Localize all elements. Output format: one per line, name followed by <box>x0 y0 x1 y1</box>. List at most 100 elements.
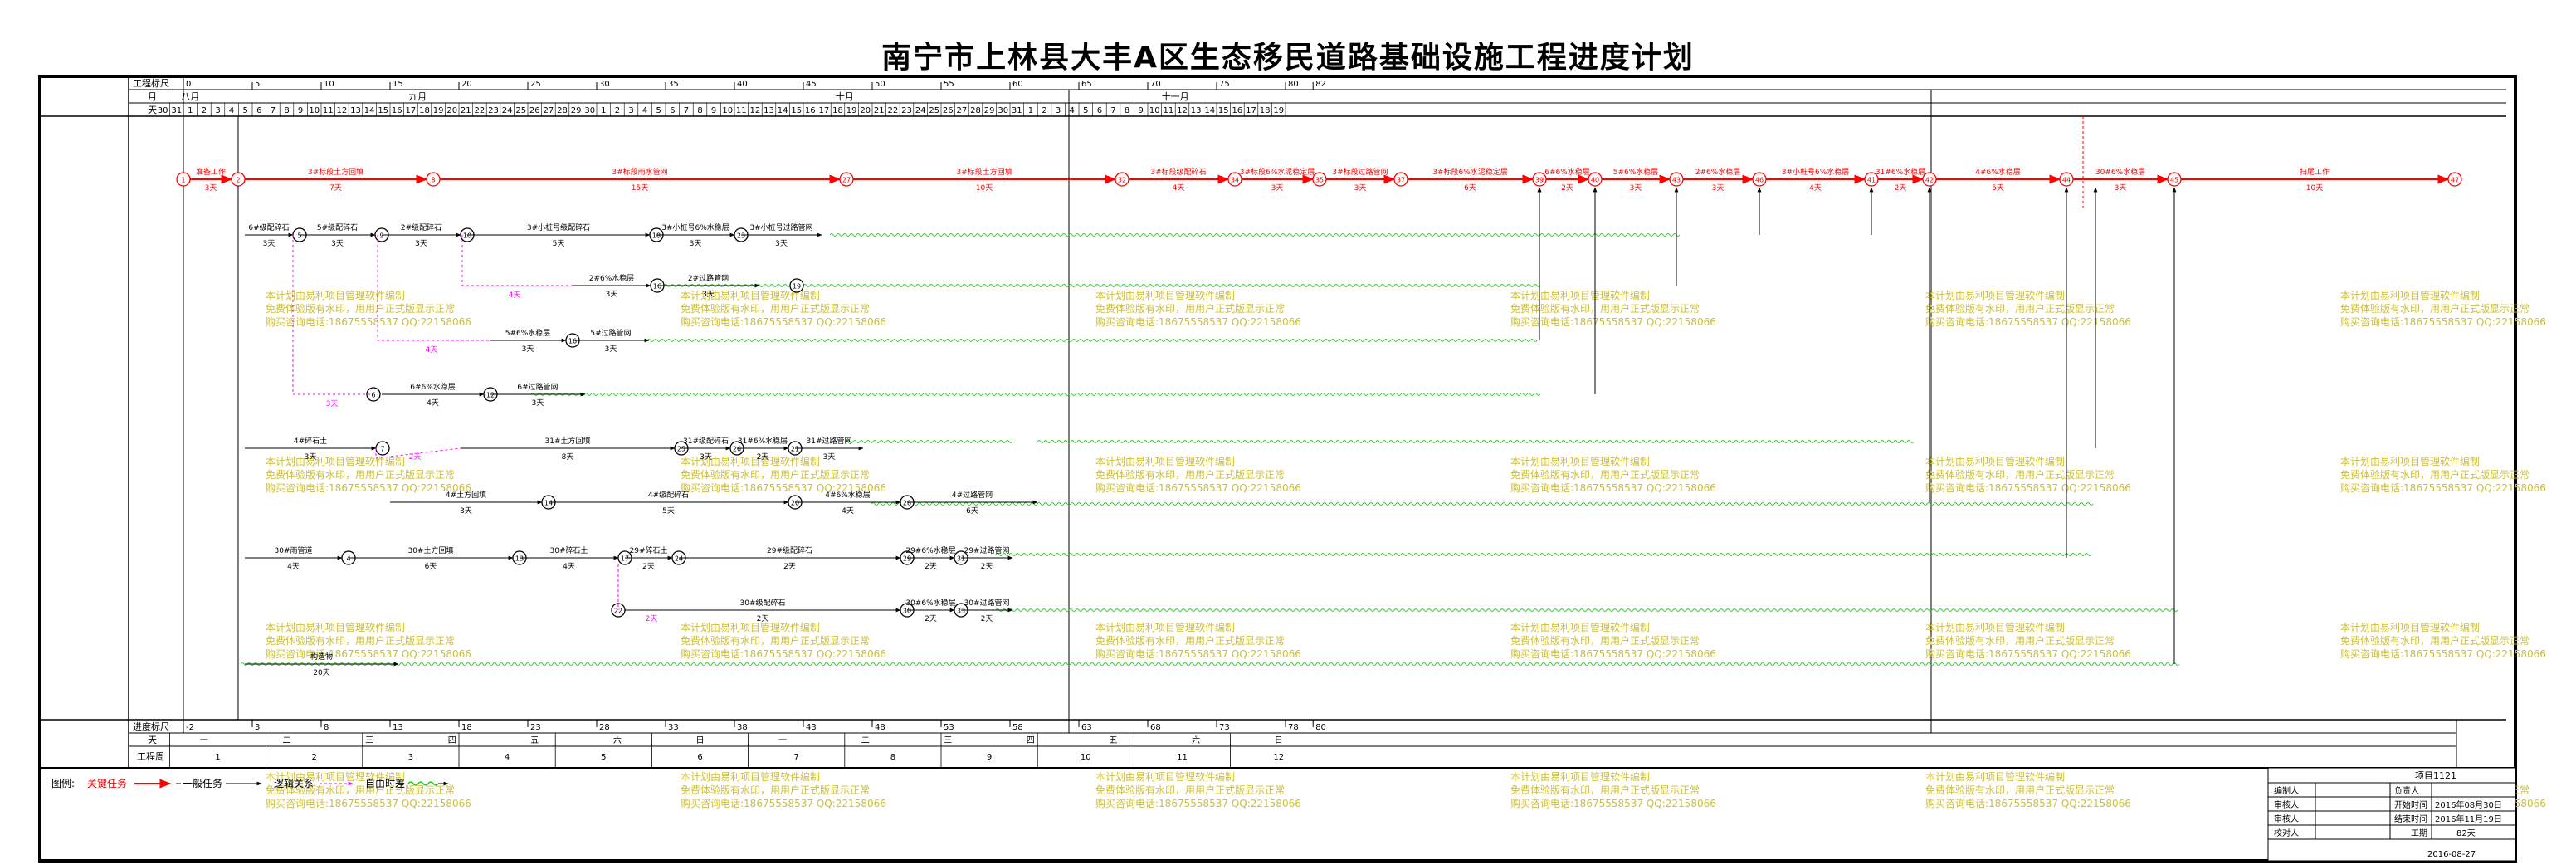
day-label: 5 <box>1083 106 1088 115</box>
node-number: 17 <box>621 555 629 563</box>
scale-tick-label: 63 <box>1081 723 1092 732</box>
normal-task-name: 3#小桩号级配碎石 <box>527 222 590 232</box>
critical-task-duration: 3天 <box>1354 184 1367 193</box>
normal-task-duration: 2天 <box>642 563 655 571</box>
day-label: 26 <box>529 106 540 115</box>
day-label: 10 <box>309 106 320 115</box>
day-label: 13 <box>350 106 361 115</box>
watermark-text: 本计划由易利项目管理软件编制 <box>1095 289 1235 301</box>
watermark-text: 本计划由易利项目管理软件编制 <box>1925 455 2065 467</box>
header-label-day: 天 <box>148 105 157 115</box>
normal-task-duration: 2天 <box>925 615 937 623</box>
timeline-header: 工程标尺 月 天 0 5 10 15 20 25 30 35 40 45 50 55 60 65 70 75 8… <box>40 77 2506 117</box>
info-cell: 编制人 <box>2274 785 2299 796</box>
critical-task-name: 3#标段级配碎石 <box>1150 167 1206 177</box>
normal-task-duration: 4天 <box>427 399 439 408</box>
critical-task-duration: 3天 <box>1271 184 1284 193</box>
normal-task-name: 5#级配碎石 <box>317 222 358 232</box>
watermark-text: 购买咨询电话:18675558537 QQ:22158066 <box>1095 315 1301 328</box>
node-number: 30 <box>903 608 911 615</box>
watermark-text: 免费体验版有水印，用用户正式版显示正常 <box>2340 302 2530 315</box>
node-number: 19 <box>793 283 801 291</box>
day-label: 7 <box>684 106 689 115</box>
footer-weekdays: 一二三四五六日一二三四五六日 <box>168 733 1283 768</box>
critical-task-name: 30#6%水稳层 <box>2095 167 2145 177</box>
normal-task-duration: 6天 <box>966 507 978 516</box>
watermark: 本计划由易利项目管理软件编制免费体验版有水印，用用户正式版显示正常购买咨询电话:… <box>266 289 2546 809</box>
critical-task-name: 2#6%水稳层 <box>1695 167 1741 177</box>
node-number: 31 <box>957 555 965 563</box>
normal-task-duration: 2天 <box>757 453 769 462</box>
watermark-text: 免费体验版有水印，用用户正式版显示正常 <box>2340 468 2530 481</box>
day-label: 15 <box>378 106 388 115</box>
critical-task-duration: 15天 <box>632 184 648 193</box>
day-label: 19 <box>1273 106 1284 115</box>
node-number: 28 <box>903 500 911 507</box>
normal-task-name: 30#土方回填 <box>408 545 454 555</box>
day-label: 21 <box>874 106 885 115</box>
normal-task-duration: 4天 <box>287 563 300 571</box>
week-label: 9 <box>987 753 992 762</box>
node-number: 20 <box>791 500 799 507</box>
normal-task-name: 31#6%水稳层 <box>738 436 788 446</box>
scale-tick-label: 80 <box>1288 80 1299 89</box>
watermark-text: 免费体验版有水印，用用户正式版显示正常 <box>1925 468 2115 481</box>
float-lines <box>240 233 2180 666</box>
week-label: 12 <box>1273 753 1284 762</box>
normal-task-name: 2#过路管网 <box>688 273 729 283</box>
watermark-text: 免费体验版有水印，用用户正式版显示正常 <box>1510 302 1700 315</box>
day-label: 15 <box>791 106 802 115</box>
day-label: 3 <box>1056 106 1061 115</box>
watermark-text: 本计划由易利项目管理软件编制 <box>1095 621 1235 633</box>
normal-task-name: 31#级配碎石 <box>683 436 729 446</box>
critical-task-name: 3#标段土方回填 <box>308 167 363 177</box>
network-node: 37 <box>1393 172 1408 187</box>
critical-task-name: 31#6%水稳层 <box>1876 167 1925 177</box>
footer-scale-ticks: -2 3 8 13 18 23 28 33 38 43 48 53 58 63 68 73 78 80 <box>183 720 1326 732</box>
critical-task-name: 3#标段土方回填 <box>956 167 1012 177</box>
header-label-scale: 工程标尺 <box>133 77 169 89</box>
day-label: 27 <box>957 106 968 115</box>
day-label: 29 <box>571 106 582 115</box>
normal-task-duration: 2天 <box>981 563 993 571</box>
weekday-label: 一 <box>778 736 787 745</box>
weekday-label: 六 <box>613 735 622 745</box>
scale-tick-label: 40 <box>737 80 748 89</box>
weekday-label: 三 <box>944 736 952 745</box>
normal-task-duration: 3天 <box>823 453 836 462</box>
day-label: 10 <box>1149 106 1160 115</box>
float-wave <box>240 662 2180 666</box>
watermark-text: 购买咨询电话:18675558537 QQ:22158066 <box>1510 481 1716 494</box>
watermark-text: 本计划由易利项目管理软件编制 <box>266 455 405 467</box>
day-label: 3 <box>215 106 220 115</box>
normal-task-duration: 3天 <box>605 345 617 354</box>
float-wave <box>829 233 1681 237</box>
month-label: 八月 <box>181 91 199 102</box>
day-label: 23 <box>901 106 912 115</box>
normal-task-name: 5#6%水稳层 <box>505 328 551 338</box>
watermark-text: 免费体验版有水印，用用户正式版显示正常 <box>1095 634 1285 647</box>
critical-task-duration: 4天 <box>1173 184 1185 193</box>
float-wave <box>995 608 2178 612</box>
critical-task-duration: 3天 <box>1630 184 1642 193</box>
day-label: 2 <box>1042 106 1046 115</box>
weekday-label: 日 <box>696 736 705 745</box>
node-number: 33 <box>957 608 965 615</box>
scale-tick-label: 70 <box>1150 80 1161 89</box>
normal-task-name: 29#过路管网 <box>964 545 1010 555</box>
normal-task-name: 6#级配碎石 <box>248 222 289 232</box>
scale-tick-label: 0 <box>186 80 191 89</box>
network-node: 34 <box>1227 172 1242 187</box>
watermark-text: 本计划由易利项目管理软件编制 <box>266 621 405 633</box>
watermark-text: 免费体验版有水印，用用户正式版显示正常 <box>266 634 455 647</box>
network-node: 32 <box>1115 172 1129 187</box>
watermark-text: 购买咨询电话:18675558537 QQ:22158066 <box>681 481 886 494</box>
scale-tick-label: 8 <box>324 723 329 732</box>
day-label: 28 <box>557 106 568 115</box>
day-label: 17 <box>1246 106 1256 115</box>
watermark-text: 购买咨询电话:18675558537 QQ:22158066 <box>1925 648 2131 660</box>
day-label: 26 <box>943 106 954 115</box>
scale-tick-label: 33 <box>668 723 679 732</box>
network-node: 40 <box>1588 172 1603 187</box>
day-label: 2 <box>202 106 207 115</box>
